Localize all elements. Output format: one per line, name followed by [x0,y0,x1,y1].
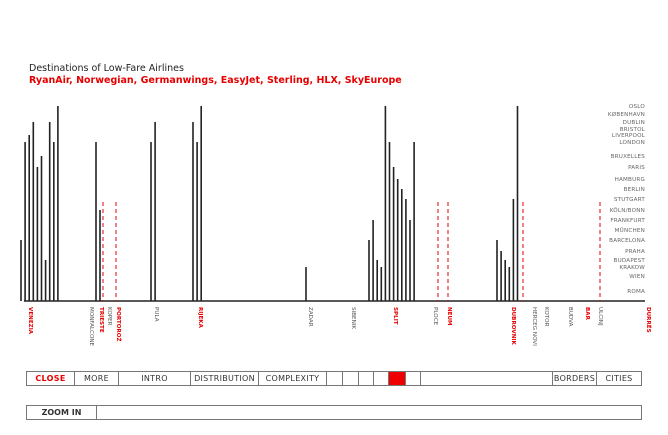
close-button[interactable]: CLOSE [27,372,75,385]
origin-city-label: LIVERPOOL [612,133,646,139]
origin-city-label: OSLO [629,104,645,110]
origin-city-label: BUDAPEST [614,258,646,264]
destination-label: HERCEG NOVI [531,307,537,346]
origin-city-label: STUTGART [614,197,646,203]
origin-city-label: BARCELONA [609,238,645,244]
borders-button[interactable]: BORDERS [553,372,597,385]
origin-city-label: BRUXELLES [611,154,646,160]
origin-city-label: KØBENHAVN [608,111,645,118]
origin-city-label: BRISTOL [620,127,646,133]
origin-city-label: PRAHA [625,249,645,255]
destination-label: PLOCE [432,307,438,326]
origin-city-label: BERLIN [624,187,645,193]
distribution-button[interactable]: DISTRIBUTION [191,372,259,385]
destination-label: VENEZIA [27,307,33,335]
origin-city-label: DUBLIN [623,120,645,126]
cities-button[interactable]: CITIES [605,374,633,383]
origin-city-label: ROMA [627,289,645,295]
destination-label: MONFALCONE [88,307,94,347]
destination-label: BAR [584,307,590,321]
origin-city-label: HAMBURG [615,177,645,183]
destination-label: ULCINJ [597,307,603,326]
zoom-bar: ZOOM IN [26,405,642,420]
page-slot-active[interactable] [389,372,405,385]
origin-city-label: KÖLN/BONN [610,207,645,214]
chart-subtitle: RyanAir, Norwegian, Germanwings, EasyJet… [29,75,402,86]
origin-city-label: FRANKFURT [610,218,645,224]
complexity-button[interactable]: COMPLEXITY [259,372,327,385]
chart-title: Destinations of Low-Fare Airlines [29,63,184,74]
destination-label: SIBENIK [350,307,356,329]
toolbar-spacer [421,372,553,385]
destination-label: SPLIT [392,307,398,325]
intro-button[interactable]: INTRO [119,372,191,385]
destination-label: TRIESTE [98,307,104,333]
destination-label: DUBROVNIK [510,307,516,345]
page-slot-4[interactable] [374,372,389,385]
destination-label: ZADAR [307,307,313,327]
page-slot-1[interactable] [327,372,343,385]
destination-label: BUDVA [567,307,573,327]
destination-label: PORTOROŽ [115,307,123,342]
origin-city-label: KRAKOW [619,265,645,271]
origin-city-label: WIEN [629,274,645,280]
destination-label: PULA [153,307,159,322]
origin-city-label: PARIS [628,165,645,171]
navigation-toolbar: CLOSE MORE INTRO DISTRIBUTION COMPLEXITY… [26,371,642,386]
page-slot-2[interactable] [343,372,359,385]
destination-label: KOPER [106,307,112,326]
destination-label: NEUM [446,307,452,326]
origin-city-label: MÜNCHEN [615,227,645,234]
page-slot-3[interactable] [359,372,374,385]
destination-label: DURRËS [645,307,652,333]
destination-label: KOTOR [543,307,549,327]
destination-label: RIJEKA [197,307,203,329]
more-button[interactable]: MORE [75,372,119,385]
origin-city-label: LONDON [619,140,645,146]
page-slot-6[interactable] [405,372,421,385]
zoom-in-button[interactable]: ZOOM IN [27,406,97,419]
